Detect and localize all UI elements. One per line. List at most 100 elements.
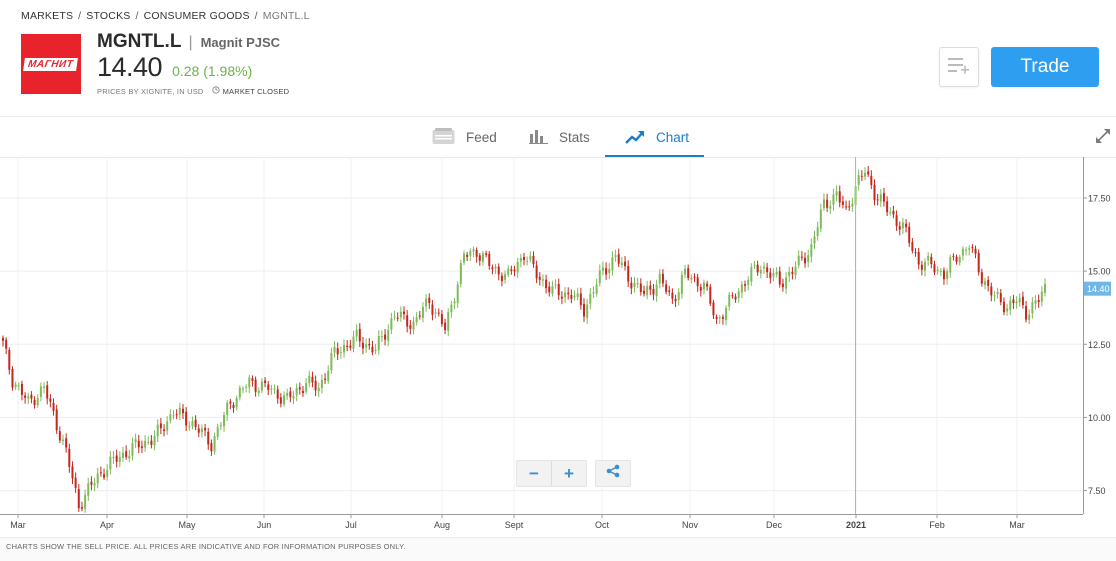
candle-body [917,251,920,265]
candle-body [958,257,961,263]
candle-body [172,415,175,417]
candle-body [74,477,77,488]
candle-body [633,282,636,287]
candle-body [223,414,226,427]
tab-chart[interactable]: Chart [625,117,689,158]
candle-body [279,397,282,404]
candle-body [646,286,649,296]
candle-body [17,385,20,387]
candle-body [737,291,740,298]
candle-body [286,392,289,396]
last-price-tag [1084,281,1111,296]
candle-body [292,395,295,399]
company-logo: МАГНИТ [21,34,81,94]
candle-body [557,283,560,296]
candle-body [257,390,260,394]
candle-body [36,397,39,405]
candle-body [775,271,778,275]
candle-body [728,294,731,307]
candle-body [601,267,604,271]
candle-body [507,268,510,275]
candle-body [832,194,835,205]
candle-body [930,256,933,265]
candle-body [77,489,80,509]
title-separator: | [188,34,193,51]
trade-button[interactable]: Trade [991,47,1099,87]
candle-body [712,302,715,316]
candle-body [901,222,904,229]
candle-body [5,339,8,349]
candle-body [968,248,971,250]
candle-body [946,271,949,279]
zoom-in-button[interactable]: + [564,463,574,483]
zoom-controls: − + [516,460,587,487]
candle-body [472,249,475,252]
candle-body [538,276,541,280]
candle-body [750,267,753,282]
candle-body [668,290,671,292]
candle-body [535,265,538,279]
candle-body [80,507,83,509]
candle-body [860,175,863,177]
breadcrumb-markets[interactable]: MARKETS [21,10,74,22]
candle-body [980,272,983,284]
candle-body [320,379,323,389]
candle-body [624,261,627,267]
zoom-out-button[interactable]: − [529,463,539,483]
candle-body [816,227,819,237]
candle-body [308,375,311,384]
candle-body [314,380,317,391]
candle-body [87,483,90,496]
candle-body [459,263,462,284]
candle-body [873,184,876,201]
candle-body [251,378,254,381]
candle-body [355,330,358,337]
candle-body [58,431,61,441]
candle-body [532,255,535,265]
company-name: Magnit PJSC [200,35,281,50]
candle-body [159,423,162,429]
chart-svg[interactable]: 17.50 15.00 12.50 10.00 7.50 Mar Apr May Jun Jul A… [0,157,1116,537]
breadcrumb-consumer-goods[interactable]: CONSUMER GOODS [143,10,250,22]
expand-icon[interactable] [1095,128,1111,149]
tab-chart-label: Chart [656,130,690,145]
candle-body [804,257,807,264]
candle-body [949,257,952,273]
candle-body [65,438,68,448]
candle-body [987,279,990,286]
y-tick-label: 7.50 [1088,486,1106,496]
candle-body [106,469,109,477]
candle-body [219,425,222,427]
candle-body [68,448,71,468]
candle-body [589,293,592,304]
candle-body [118,457,121,463]
tab-feed[interactable]: Feed [432,117,497,158]
candle-body [560,296,563,299]
candle-body [456,284,459,303]
candle-body [403,311,406,315]
active-tab-indicator [605,155,704,157]
candle-body [971,247,974,249]
x-tick-label: Jul [345,520,357,530]
add-to-watchlist-button[interactable] [939,47,979,87]
candle-body [33,399,36,406]
breadcrumb-stocks[interactable]: STOCKS [86,10,131,22]
y-tick-label: 17.50 [1088,193,1111,203]
candle-body [197,428,200,433]
candle-body [226,402,229,416]
candle-body [1015,301,1018,304]
candle-body [103,474,106,478]
candle-body [150,440,153,445]
x-tick-label: Feb [929,520,945,530]
candle-body [1031,302,1034,314]
share-button[interactable] [595,460,631,487]
chart-icon [625,129,656,147]
candle-body [283,395,286,405]
candle-body [718,317,721,319]
candle-body [671,292,674,299]
candle-body [762,266,765,269]
tab-stats[interactable]: Stats [529,117,590,158]
candle-body [11,368,14,388]
candle-body [131,443,134,456]
price-chart[interactable]: 17.50 15.00 12.50 10.00 7.50 Mar Apr May Jun Jul A… [0,157,1116,542]
